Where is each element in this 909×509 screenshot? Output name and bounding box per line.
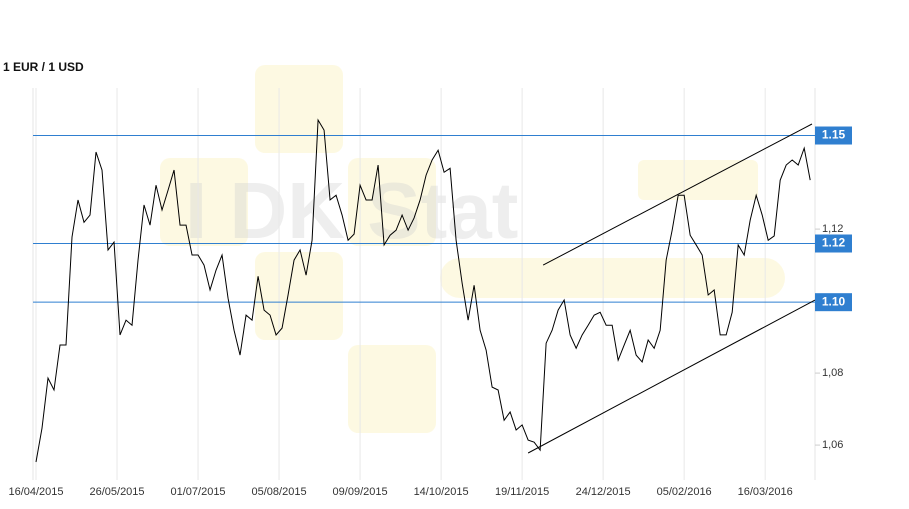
x-tick-label: 01/07/2015: [171, 486, 226, 498]
watermark-text: I DK Stat: [185, 166, 518, 255]
x-tick-label: 16/03/2016: [738, 486, 793, 498]
reference-label: 1.10: [822, 294, 846, 308]
reference-label-box: [815, 234, 852, 253]
trend-line: [527, 299, 816, 454]
reference-label: 1.15: [822, 128, 846, 142]
watermark-bar: [638, 160, 758, 200]
x-tick-label: 16/04/2015: [8, 486, 63, 498]
trend-line: [542, 123, 813, 266]
watermark: I DK Stat: [160, 65, 785, 433]
x-tick-label: 26/05/2015: [89, 486, 144, 498]
watermark-tile: [255, 252, 343, 340]
watermark-tile: [255, 65, 343, 153]
reference-label: 1.12: [822, 236, 846, 250]
watermark-tile: [348, 158, 436, 246]
y-tick-label: 1,08: [822, 367, 843, 379]
reference-label-box: [815, 293, 852, 312]
watermark-tile: [160, 158, 248, 246]
reference-label-box: [815, 126, 852, 145]
chart-title: 1 EUR / 1 USD: [3, 60, 84, 74]
x-tick-label: 19/11/2015: [495, 486, 549, 498]
x-tick-label: 09/09/2015: [333, 486, 388, 498]
watermark-tile: [348, 345, 436, 433]
price-line: [35, 118, 811, 463]
watermark-bar: [440, 258, 785, 298]
y-tick-label: 1,12: [822, 223, 843, 235]
y-tick-label: 1,06: [822, 439, 843, 451]
x-tick-label: 14/10/2015: [414, 486, 469, 498]
x-tick-label: 05/08/2015: [252, 486, 307, 498]
x-tick-label: 05/02/2016: [657, 486, 712, 498]
x-tick-label: 24/12/2015: [576, 486, 631, 498]
